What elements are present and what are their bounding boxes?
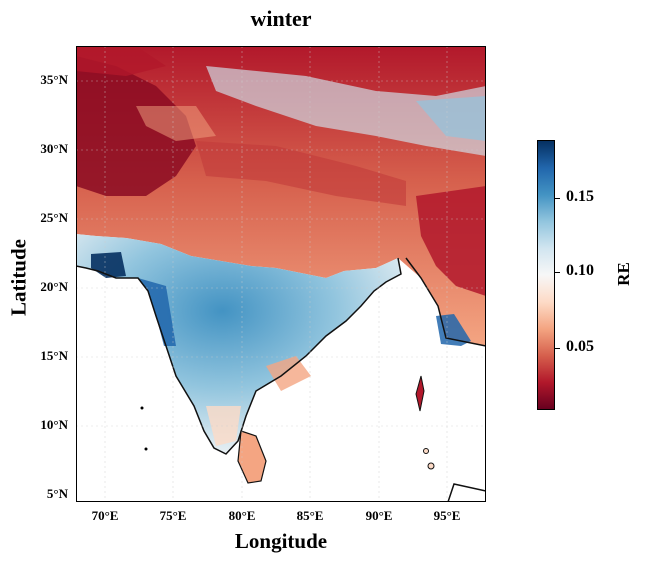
myanmar-coast bbox=[436, 314, 471, 346]
colorbar-tick-mark bbox=[555, 348, 560, 349]
plateau-blue bbox=[416, 96, 486, 141]
y-tick-label: 35°N bbox=[40, 72, 68, 87]
x-tick-label: 70°E bbox=[91, 508, 119, 523]
x-tick-label: 90°E bbox=[365, 508, 393, 523]
coastline bbox=[76, 257, 486, 455]
y-tick-label: 25°N bbox=[40, 210, 68, 225]
map-frame bbox=[76, 46, 486, 502]
colorbar-tick-label: 0.15 bbox=[566, 188, 594, 205]
colorbar-tick-mark bbox=[555, 272, 560, 273]
northwest-hotspot bbox=[76, 56, 196, 196]
x-tick-label: 85°E bbox=[296, 508, 324, 523]
x-tick-label: 75°E bbox=[159, 508, 187, 523]
y-tick-label: 5°N bbox=[46, 486, 68, 501]
x-tick-label: 80°E bbox=[228, 508, 256, 523]
colorbar-tick-mark bbox=[555, 198, 560, 199]
nicobar-island bbox=[427, 462, 435, 470]
y-tick-label: 15°N bbox=[40, 348, 68, 363]
y-tick-label: 30°N bbox=[40, 141, 68, 156]
nicobar-island bbox=[423, 448, 429, 454]
graticule bbox=[76, 46, 486, 502]
y-tick-label: 10°N bbox=[40, 417, 68, 432]
lakshadweep-island bbox=[140, 406, 144, 410]
east-coast-patch bbox=[266, 356, 311, 391]
west-coast-blue bbox=[138, 278, 176, 346]
lakshadweep-island bbox=[144, 447, 148, 451]
colorbar-tick-label: 0.10 bbox=[566, 262, 594, 279]
y-tick-label: 20°N bbox=[40, 279, 68, 294]
chart-title: winter bbox=[250, 6, 312, 31]
sri-lanka bbox=[237, 430, 267, 484]
plateau-light bbox=[206, 66, 486, 156]
colorbar bbox=[537, 140, 555, 410]
south-tip-patch bbox=[206, 406, 241, 446]
colorbar-label: RE bbox=[614, 262, 633, 286]
x-tick-label: 95°E bbox=[433, 508, 461, 523]
re-map bbox=[76, 46, 486, 502]
x-axis-label: Longitude bbox=[234, 529, 328, 553]
plateau-patch bbox=[136, 106, 216, 141]
y-axis-label: Latitude bbox=[6, 239, 31, 317]
sumatra-tip bbox=[447, 483, 486, 502]
northwest-band bbox=[76, 46, 166, 76]
east-hotspot bbox=[416, 186, 486, 296]
colorbar-tick-label: 0.05 bbox=[566, 338, 594, 355]
andaman-islands bbox=[415, 375, 425, 412]
central-north-band bbox=[196, 141, 406, 206]
